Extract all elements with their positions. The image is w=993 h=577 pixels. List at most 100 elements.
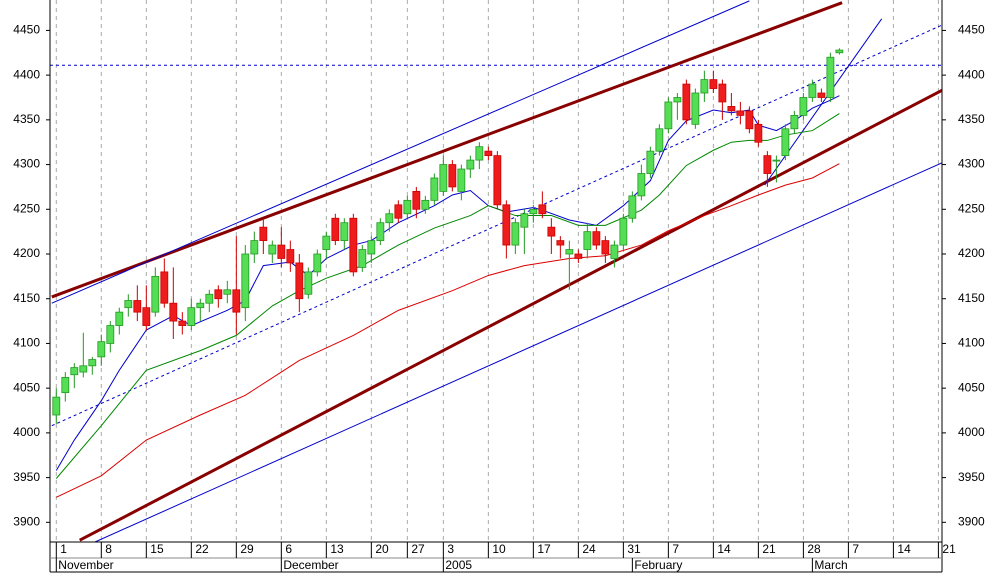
trend-line	[51, 24, 942, 427]
candle-body	[97, 341, 106, 358]
candle-body	[556, 240, 565, 246]
candle-body	[403, 199, 412, 215]
candle-body	[529, 208, 538, 215]
candle-body	[385, 213, 394, 224]
y-tick-label-right: 4400	[958, 67, 985, 81]
x-tick-label: 10	[492, 542, 506, 556]
axes: 3900 3900 3950 3950 4000 4000 4050 4050 4100 4100…	[13, 0, 985, 573]
candle-body	[493, 155, 502, 206]
y-tick-label-right: 4350	[958, 112, 985, 126]
moving-average	[56, 163, 840, 498]
x-tick-label: 17	[537, 542, 551, 556]
candle-body	[142, 307, 151, 326]
candle-body	[646, 150, 655, 174]
candle-body	[448, 164, 457, 188]
candle-body	[466, 159, 475, 170]
candle-body	[709, 79, 718, 89]
y-tick-label: 4350	[13, 112, 40, 126]
plot-area	[50, 0, 942, 542]
candle-body	[367, 240, 376, 255]
x-tick-label: 6	[285, 542, 292, 556]
candle-body	[655, 128, 664, 152]
candle-body	[79, 365, 88, 373]
month-label: December	[283, 558, 338, 572]
candle-body	[115, 311, 124, 326]
candle-body	[718, 83, 727, 103]
candle-body	[736, 110, 745, 116]
candle-body	[547, 226, 556, 237]
candle-body	[817, 92, 826, 98]
y-tick-label-right: 4450	[958, 23, 985, 37]
y-tick-label: 4150	[13, 291, 40, 305]
y-tick-label: 4000	[13, 425, 40, 439]
candle-body	[511, 222, 520, 246]
y-tick-label: 4200	[13, 246, 40, 260]
candle-body	[70, 367, 79, 376]
x-tick-label: 14	[717, 542, 731, 556]
candle-body	[664, 101, 673, 130]
candle-body	[151, 275, 160, 313]
candle-body	[772, 159, 781, 162]
y-tick-label-right: 3950	[958, 470, 985, 484]
x-tick-label: 20	[375, 542, 389, 556]
candle-body	[682, 83, 691, 121]
candle-body	[475, 146, 484, 161]
candle-body	[259, 226, 268, 241]
candle-body	[457, 168, 466, 192]
candle-body	[52, 396, 61, 416]
candle-body	[313, 253, 322, 273]
candle-body	[763, 155, 772, 174]
month-label: February	[634, 558, 682, 572]
y-tick-label-right: 4150	[958, 291, 985, 305]
candle-body	[826, 56, 835, 98]
y-tick-label: 4450	[13, 23, 40, 37]
x-tick-label: 24	[582, 542, 596, 556]
candle-body	[376, 222, 385, 241]
x-tick-label: 1	[60, 542, 67, 556]
candle-body	[745, 110, 754, 130]
x-tick-label: 21	[942, 542, 956, 556]
candle-body	[88, 359, 97, 367]
candle-body	[727, 106, 736, 112]
month-label: November	[58, 558, 113, 572]
x-tick-label: 29	[240, 542, 254, 556]
candle-body	[619, 217, 628, 246]
candle-body	[565, 249, 574, 255]
candle-body	[232, 289, 241, 313]
x-tick-label: 27	[411, 542, 425, 556]
candle-body	[574, 253, 583, 259]
month-label: 2005	[445, 558, 472, 572]
candle-body	[331, 217, 340, 241]
candle-body	[61, 377, 70, 394]
y-tick-label: 4250	[13, 201, 40, 215]
y-tick-label: 4100	[13, 336, 40, 350]
candle-body	[187, 307, 196, 326]
moving-average	[55, 113, 840, 479]
y-tick-label: 4300	[13, 157, 40, 171]
x-tick-label: 7	[852, 542, 859, 556]
candle-body	[538, 204, 547, 215]
candle-body	[295, 262, 304, 300]
x-tick-label: 7	[672, 542, 679, 556]
candle-body	[124, 300, 133, 309]
candle-body	[412, 190, 421, 210]
month-label: March	[814, 558, 847, 572]
candle-body	[286, 249, 295, 264]
candle-body	[214, 289, 223, 300]
candle-body	[439, 164, 448, 192]
y-tick-label: 3950	[13, 470, 40, 484]
x-tick-label: 21	[762, 542, 776, 556]
candle-body	[340, 222, 349, 241]
candle-body	[178, 320, 187, 326]
candle-body	[358, 249, 367, 268]
y-tick-label-right: 4050	[958, 380, 985, 394]
y-tick-label: 4050	[13, 380, 40, 394]
candle-body	[322, 235, 331, 250]
candle-body	[610, 244, 619, 259]
candle-body	[673, 97, 682, 103]
candle-body	[601, 240, 610, 255]
candle-body	[250, 240, 259, 255]
candle-body	[277, 244, 286, 259]
candle-body	[835, 49, 844, 54]
candle-body	[304, 271, 313, 295]
